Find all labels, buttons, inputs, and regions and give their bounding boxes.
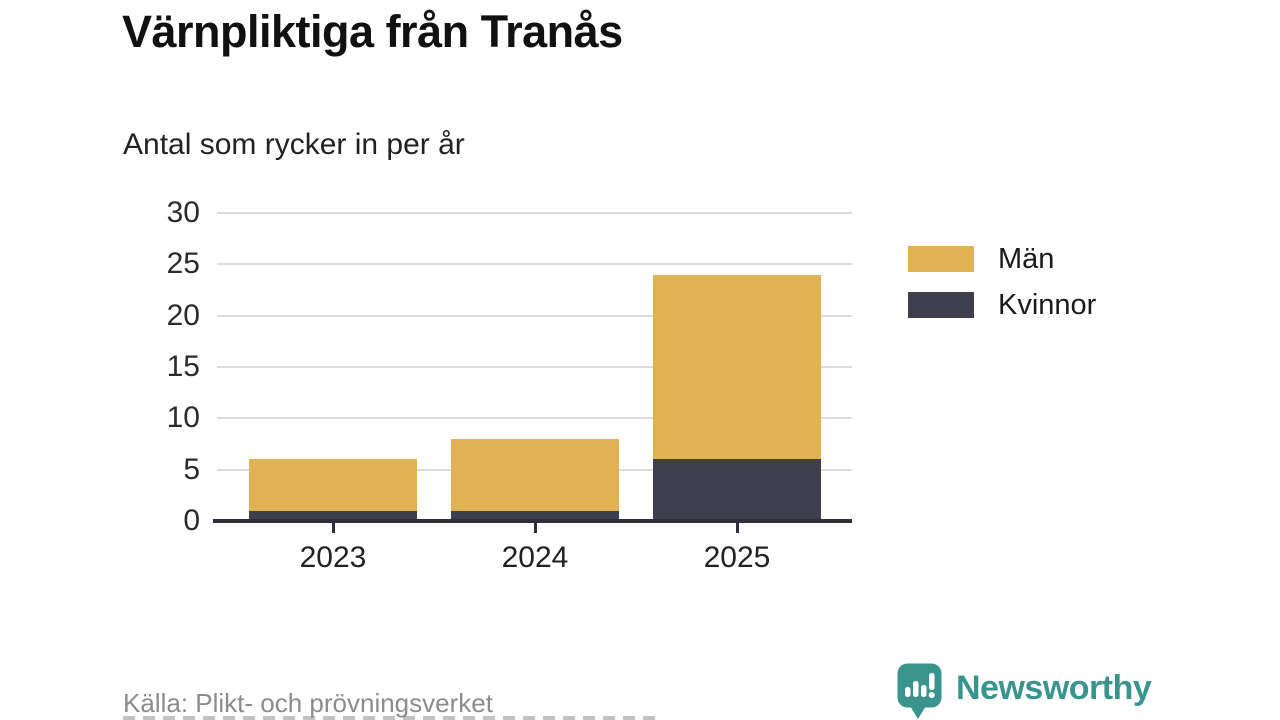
legend-swatch-män <box>908 246 974 272</box>
y-tick-label-20: 20 <box>166 298 200 332</box>
brand-logo: Newsworthy <box>897 663 1152 720</box>
x-tick-2024 <box>534 523 537 533</box>
bar-segment-2024-kvinnor <box>451 510 619 521</box>
y-tick-label-5: 5 <box>183 452 200 486</box>
gridline-15 <box>217 366 852 368</box>
y-tick-label-25: 25 <box>166 247 200 281</box>
legend-label-kvinnor: Kvinnor <box>998 288 1097 321</box>
gridline-25 <box>217 263 852 266</box>
bar-segment-2025-kvinnor <box>653 459 821 521</box>
x-tick-label-2025: 2025 <box>703 541 771 574</box>
source-note: Källa: Plikt- och prövningsverket <box>123 688 493 718</box>
brand-name: Newsworthy <box>956 669 1152 707</box>
y-tick-label-0: 0 <box>183 504 200 537</box>
clipped-bottom-text-artifact <box>123 716 658 720</box>
y-tick-label-15: 15 <box>166 350 200 383</box>
legend-row-män: Män <box>908 242 1096 275</box>
legend-label-män: Män <box>998 242 1055 275</box>
x-tick-2025 <box>736 523 739 533</box>
legend: Män Kvinnor <box>908 242 1097 336</box>
bar-2025 <box>653 274 821 521</box>
speech-bubble-bar-chart-icon <box>897 663 942 719</box>
x-axis-line <box>213 519 852 523</box>
x-tick-label-2024: 2024 <box>501 541 569 574</box>
bar-2023 <box>249 459 417 521</box>
chart-title: Värnpliktiga från Tranås <box>122 6 623 57</box>
bar-segment-2024-män <box>451 438 619 511</box>
legend-row-kvinnor: Kvinnor <box>908 288 1097 321</box>
y-tick-label-10: 10 <box>166 401 200 435</box>
chart-subtitle: Antal som rycker in per år <box>123 128 465 161</box>
gridline-10 <box>217 417 852 420</box>
bar-segment-2023-män <box>249 459 417 511</box>
gridline-30 <box>217 212 852 214</box>
plot-area <box>217 212 852 521</box>
bar-segment-2025-män <box>653 274 821 460</box>
x-tick-2023 <box>332 523 335 533</box>
y-tick-label-30: 30 <box>166 196 200 229</box>
x-tick-label-2023: 2023 <box>299 541 367 574</box>
bar-segment-2023-kvinnor <box>249 510 417 521</box>
legend-swatch-kvinnor <box>908 292 974 318</box>
bar-2024 <box>451 438 619 521</box>
gridline-20 <box>217 314 852 317</box>
